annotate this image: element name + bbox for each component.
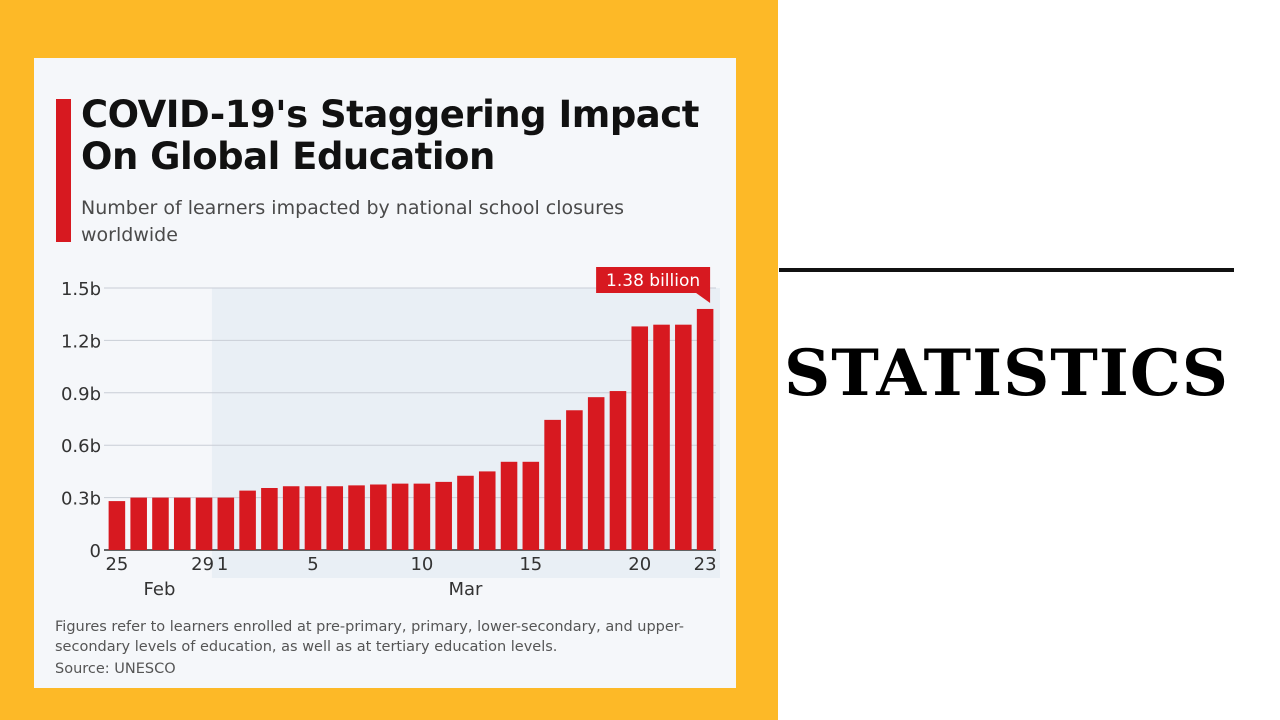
bar bbox=[195, 497, 213, 550]
bar bbox=[152, 497, 169, 550]
chart-source: Source: UNESCO bbox=[55, 661, 176, 677]
x-tick-label: 15 bbox=[519, 554, 542, 575]
bar bbox=[478, 471, 496, 550]
y-tick-label: 0.3b bbox=[61, 489, 101, 510]
y-tick-label: 0 bbox=[90, 541, 101, 562]
y-tick-label: 0.6b bbox=[61, 436, 101, 457]
bar bbox=[544, 419, 561, 550]
title-accent-bar bbox=[56, 99, 71, 242]
y-tick-label: 0.9b bbox=[61, 384, 101, 405]
slide-heading: STATISTICS bbox=[784, 336, 1229, 411]
bar bbox=[304, 486, 322, 550]
x-tick-label: 5 bbox=[307, 554, 318, 575]
x-tick-label: 23 bbox=[694, 554, 717, 575]
bar bbox=[348, 485, 365, 550]
chart-subtitle: Number of learners impacted by national … bbox=[81, 197, 625, 246]
bar bbox=[566, 410, 583, 550]
bar bbox=[173, 497, 191, 550]
bar bbox=[653, 324, 670, 550]
bar bbox=[675, 324, 692, 550]
x-tick-label: 29 bbox=[191, 554, 214, 575]
annotation-box bbox=[596, 267, 711, 293]
x-tick-label: 1 bbox=[217, 554, 228, 575]
bar bbox=[500, 461, 518, 550]
bar bbox=[282, 486, 300, 550]
x-tick-label: 10 bbox=[410, 554, 433, 575]
bar bbox=[108, 501, 126, 550]
bar bbox=[391, 483, 409, 550]
bar bbox=[413, 483, 431, 550]
month-label: Feb bbox=[144, 579, 176, 600]
x-tick-label: 20 bbox=[628, 554, 651, 575]
y-tick-label: 1.5b bbox=[61, 279, 101, 300]
bar bbox=[435, 481, 452, 550]
bar bbox=[217, 497, 235, 550]
month-label: Mar bbox=[448, 579, 483, 600]
annotation-label: 1.38 billion bbox=[606, 271, 700, 291]
heading-rule bbox=[779, 268, 1234, 272]
y-tick-label: 1.2b bbox=[61, 331, 101, 352]
bar bbox=[457, 475, 474, 550]
annotation-pointer bbox=[696, 293, 711, 303]
chart-title: COVID-19's Staggering Impact On Global E… bbox=[81, 93, 699, 178]
x-tick-label: 25 bbox=[105, 554, 128, 575]
bar bbox=[326, 486, 344, 550]
bar bbox=[239, 490, 256, 550]
bar bbox=[587, 397, 605, 550]
bar bbox=[370, 484, 387, 550]
bar bbox=[130, 497, 147, 550]
chart-footnote: Figures refer to learners enrolled at pr… bbox=[55, 619, 685, 655]
bar bbox=[609, 391, 627, 550]
bar bbox=[261, 487, 278, 550]
bar bbox=[696, 308, 714, 550]
bar bbox=[631, 326, 649, 550]
bar bbox=[522, 461, 540, 550]
